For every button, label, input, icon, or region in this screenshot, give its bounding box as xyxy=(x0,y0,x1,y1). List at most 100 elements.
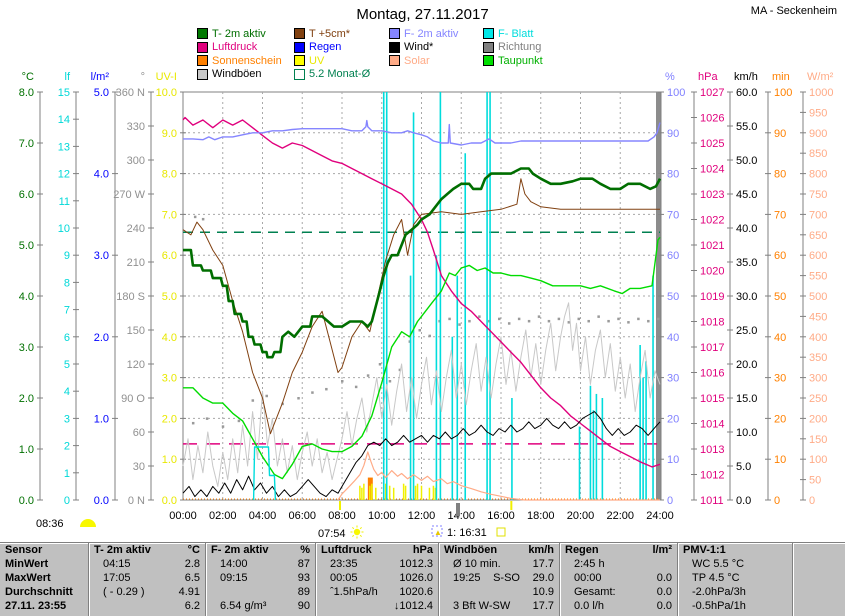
axis-tick-label: 950 xyxy=(809,107,827,119)
x-axis-label: 24:00 xyxy=(646,510,674,522)
axis-tick-label: 80 xyxy=(667,169,679,181)
axis-tick-label: 45.0 xyxy=(736,189,757,201)
table-cell-value: 0.0 xyxy=(656,586,672,598)
table-column: T- 2m aktiv °C 04:15 2.8 17:05 6.5 ( - 0.29 ) 4… xyxy=(88,543,205,616)
axis-tick-label: 450 xyxy=(809,311,827,323)
axis-tick-label: 0 N xyxy=(128,495,145,507)
axis-tick-label: 30 xyxy=(133,461,145,473)
axis-tick-label: 100 xyxy=(774,87,792,99)
axis-unit-hpa: hPa xyxy=(698,71,718,83)
axis-tick-label: 1.0 xyxy=(19,444,34,456)
legend-swatch-icon xyxy=(483,55,494,67)
axis-tick-label: 4.0 xyxy=(162,332,177,344)
table-column-unit: % xyxy=(300,544,310,556)
table-column: Regen l/m² 2:45 h 00:00 0.0 Gesamt: 0.0 0.0 l/h… xyxy=(559,543,677,616)
legend-item-label: Richtung xyxy=(498,41,542,54)
table-cell: 6.54 g/m³ xyxy=(220,600,267,612)
axis-tick-label: 80 xyxy=(774,169,786,181)
axis-tick-label: 5.0 xyxy=(19,240,34,252)
axis-tick-label: 10.0 xyxy=(156,87,177,99)
axis-tick-label: 1 xyxy=(64,468,70,480)
axis-tick-label: 800 xyxy=(809,169,827,181)
legend-item-richtung: Richtung xyxy=(483,41,543,55)
axis-tick-label: 0.0 xyxy=(736,495,751,507)
table-cell-value: 90 xyxy=(297,600,310,612)
axis-tick-label: 60 xyxy=(667,250,679,262)
wind-direction-dot xyxy=(237,419,241,423)
table-cell: WC 5.5 °C xyxy=(692,558,745,570)
axis-tick-label: 90 O xyxy=(121,393,145,405)
table-cell-value: 1026.0 xyxy=(399,572,433,584)
axis-tick-label: 150 xyxy=(127,325,145,337)
axis-tick-label: 3.0 xyxy=(94,250,109,262)
axis-tick-label: 1021 xyxy=(700,240,724,252)
table-column-header: Luftdruck xyxy=(321,544,372,556)
x-axis-label: 12:00 xyxy=(408,510,436,522)
legend-item-f-blatt: F- Blatt xyxy=(483,27,543,41)
axis-tick-label: 12 xyxy=(58,169,70,181)
table-cell-value: ↓1012.4 xyxy=(393,600,433,612)
wind-direction-dot xyxy=(647,319,650,323)
legend-item-label: F- 2m aktiv xyxy=(404,27,459,40)
legend-item-label: Regen xyxy=(309,41,342,54)
wind-direction-dot xyxy=(557,317,561,321)
axis-tick-label: 2 xyxy=(64,441,70,453)
table-cell: 04:15 xyxy=(103,558,131,570)
axis-tick-label: 9.0 xyxy=(162,128,177,140)
table-cell: 17:05 xyxy=(103,572,131,584)
table-column-unit: °C xyxy=(187,544,200,556)
wind-direction-dot xyxy=(311,391,314,394)
legend-item-label: T- 2m aktiv xyxy=(212,27,266,40)
table-cell: ˆ1.5hPa/h xyxy=(330,586,378,598)
axis-tick-label: 5.0 xyxy=(736,461,751,473)
legend-swatch-icon xyxy=(294,28,305,40)
wind-direction-dot xyxy=(388,380,392,383)
axis-tick-label: 250 xyxy=(809,393,827,405)
table-cell-value: 10.9 xyxy=(532,586,554,598)
legend-item-luftdruck: Luftdruck xyxy=(197,41,294,55)
axis-tick-label: 1020 xyxy=(700,266,724,278)
axis-tick-label: 70 xyxy=(774,209,786,221)
sunrise-time: 07:54 xyxy=(318,528,346,540)
table-cell-value: 89 xyxy=(297,586,310,598)
wind-direction-dot xyxy=(547,319,551,323)
axis-tick-label: 30.0 xyxy=(736,291,757,303)
wind-direction-dot xyxy=(398,368,402,372)
axis-tick-label: 100 xyxy=(667,87,685,99)
table-cell: 3 Bft W-SW xyxy=(453,600,511,612)
axis-tick-label: 3.0 xyxy=(19,342,34,354)
axis-tick-label: 550 xyxy=(809,271,827,283)
table-cell: 00:00 xyxy=(574,572,602,584)
axis-tick-label: 60 xyxy=(774,250,786,262)
table-row-label: Sensor xyxy=(5,544,43,556)
table-cell: 0.0 l/h xyxy=(574,600,604,612)
table-column-header: PMV-1:1 xyxy=(683,544,726,556)
table-cell: 09:15 xyxy=(220,572,248,584)
table-cell-value: 17.7 xyxy=(532,558,554,570)
table-cell xyxy=(439,585,453,599)
table-cell: 14:00 xyxy=(220,558,248,570)
table-cell-value: 29.0 xyxy=(532,572,554,584)
table-cell-value: 87 xyxy=(297,558,310,570)
table-cell-value: 1020.6 xyxy=(399,586,433,598)
axis-tick-label: 10 xyxy=(58,223,70,235)
axis-tick-label: 5.0 xyxy=(94,87,109,99)
axis-tick-label: 1018 xyxy=(700,317,724,329)
axis-unit-pct: % xyxy=(665,71,675,83)
wind-direction-dot xyxy=(468,319,471,323)
table-cell: 19:25 xyxy=(453,572,481,584)
axis-tick-label: 25.0 xyxy=(736,325,757,337)
axis-tick-label: 8.0 xyxy=(162,169,177,181)
table-cell-value: 0.0 xyxy=(656,600,672,612)
axis-unit-rain: l/m² xyxy=(91,71,110,83)
axis-tick-label: 0.0 xyxy=(19,495,34,507)
wind-direction-dot xyxy=(193,215,197,219)
axis-tick-label: 50 xyxy=(774,291,786,303)
legend-item-wind-: Wind* xyxy=(389,41,483,55)
x-axis-label: 18:00 xyxy=(527,510,555,522)
legend-item-label: Wind* xyxy=(404,41,434,54)
axis-tick-label: 70 xyxy=(667,209,679,221)
wind-direction-dot xyxy=(366,374,370,377)
wind-direction-dot xyxy=(251,399,255,402)
wind-direction-dot xyxy=(205,417,209,420)
